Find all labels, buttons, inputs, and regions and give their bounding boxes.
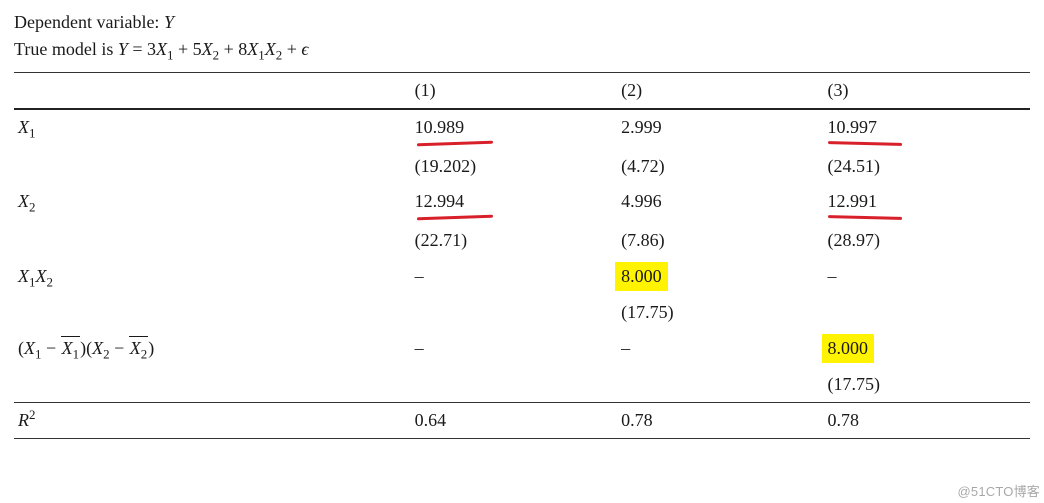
watermark: @51CTO博客 [958, 481, 1040, 500]
row-x2-c2: 4.996 [617, 184, 823, 223]
row-x1-c1: 10.989 [411, 109, 617, 149]
row-centered-c3-se: (17.75) [824, 367, 1030, 403]
row-x1x2-c2-se: (17.75) [617, 295, 823, 330]
regression-table: (1) (2) (3) X1 10.989 2.999 10.997 (19.2… [14, 72, 1030, 439]
row-x1-se: (19.202) (4.72) (24.51) [14, 149, 1030, 184]
row-x2-c3: 12.991 [824, 184, 1030, 223]
row-centered-c2: – [617, 330, 823, 367]
row-x1x2-c1: – [411, 258, 617, 295]
row-centered-c3: 8.000 [824, 330, 1030, 367]
dependent-var: Y [164, 12, 174, 32]
row-x1x2-c3: – [824, 258, 1030, 295]
col-1-header: (1) [411, 73, 617, 110]
row-x1x2-label: X1X2 [14, 258, 411, 295]
row-r2-label: R2 [14, 403, 411, 439]
row-r2-c3: 0.78 [824, 403, 1030, 439]
row-x1x2-se: (17.75) [14, 295, 1030, 330]
header-blank [14, 73, 411, 110]
model-prefix: True model is [14, 39, 118, 59]
dependent-label: Dependent variable: [14, 12, 159, 32]
row-x1-c2-se: (4.72) [617, 149, 823, 184]
row-centered-se: (17.75) [14, 367, 1030, 403]
table-header-row: (1) (2) (3) [14, 73, 1030, 110]
row-x2-c2-se: (7.86) [617, 223, 823, 258]
row-x1-c2: 2.999 [617, 109, 823, 149]
row-x2-c3-se: (28.97) [824, 223, 1030, 258]
row-centered-c1: – [411, 330, 617, 367]
row-x1-c1-se: (19.202) [411, 149, 617, 184]
row-x2-label: X2 [14, 184, 411, 223]
row-x1x2-c2: 8.000 [617, 258, 823, 295]
row-x2-se: (22.71) (7.86) (28.97) [14, 223, 1030, 258]
row-x1: X1 10.989 2.999 10.997 [14, 109, 1030, 149]
model-equation: Y [118, 39, 128, 59]
row-x1x2: X1X2 – 8.000 – [14, 258, 1030, 295]
row-x1-c3: 10.997 [824, 109, 1030, 149]
row-x2: X2 12.994 4.996 12.991 [14, 184, 1030, 223]
dependent-variable-line: Dependent variable: Y [14, 10, 1030, 35]
row-x1-label: X1 [14, 109, 411, 149]
row-x2-c1: 12.994 [411, 184, 617, 223]
row-centered-label: (X1 − X1)(X2 − X2) [14, 330, 411, 367]
true-model-line: True model is Y = 3X1 + 5X2 + 8X1X2 + ϵ [14, 37, 1030, 62]
model-equation-rest: = 3X1 + 5X2 + 8X1X2 + ϵ [132, 39, 308, 59]
row-x1-c3-se: (24.51) [824, 149, 1030, 184]
row-r2-c2: 0.78 [617, 403, 823, 439]
row-centered: (X1 − X1)(X2 − X2) – – 8.000 [14, 330, 1030, 367]
row-r2: R2 0.64 0.78 0.78 [14, 403, 1030, 439]
col-3-header: (3) [824, 73, 1030, 110]
row-x2-c1-se: (22.71) [411, 223, 617, 258]
row-r2-c1: 0.64 [411, 403, 617, 439]
col-2-header: (2) [617, 73, 823, 110]
